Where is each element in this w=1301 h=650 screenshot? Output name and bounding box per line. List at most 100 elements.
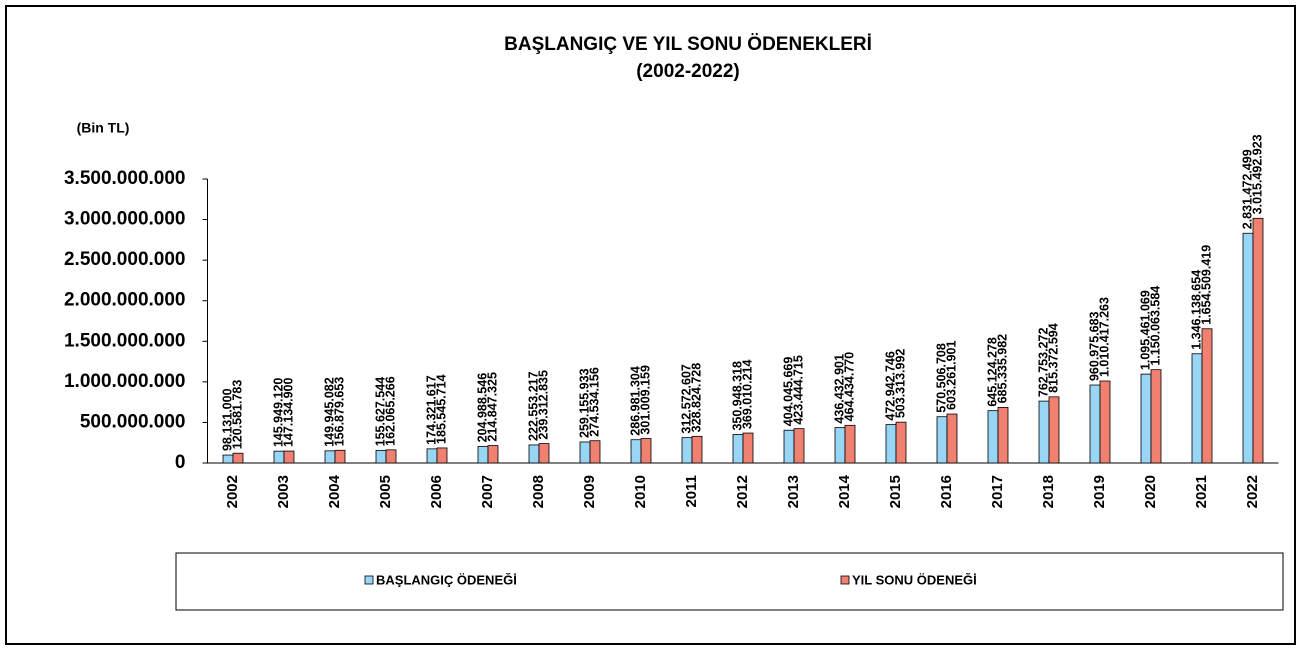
data-label: 222.553.217 xyxy=(526,371,540,441)
x-tick-label: 2006 xyxy=(428,475,445,508)
x-tick-label: 2018 xyxy=(1040,475,1057,508)
x-tick-label: 2003 xyxy=(275,475,292,508)
bar xyxy=(732,434,744,464)
x-tick-label: 2022 xyxy=(1244,475,1261,508)
x-tick-label: 2007 xyxy=(479,475,496,508)
bar xyxy=(487,445,499,464)
data-label: 162.065.266 xyxy=(383,376,397,446)
bar xyxy=(640,438,652,464)
x-tick-label: 2014 xyxy=(836,474,853,508)
x-tick-label: 2008 xyxy=(530,475,547,508)
data-label: 503.313.992 xyxy=(893,349,907,419)
x-tick-label: 2004 xyxy=(326,474,343,508)
bar xyxy=(946,413,958,464)
bar xyxy=(1242,232,1254,464)
bar xyxy=(1038,400,1050,464)
data-label: 1.010.417.263 xyxy=(1097,297,1111,377)
data-label: 1.095.461.069 xyxy=(1138,290,1152,370)
data-label: 214.847.325 xyxy=(485,372,499,442)
data-label: 2.831.472.499 xyxy=(1240,149,1254,229)
x-tick-label: 2021 xyxy=(1193,475,1210,508)
y-tick-label: 2.500.000.000 xyxy=(64,249,186,270)
data-label: 603.261.901 xyxy=(944,340,958,410)
bar xyxy=(1089,384,1101,464)
x-tick-label: 2009 xyxy=(581,475,598,508)
legend-swatch xyxy=(364,575,374,585)
data-label: 149.945.082 xyxy=(322,377,336,447)
frame xyxy=(5,5,1296,645)
bar xyxy=(426,448,438,464)
bar xyxy=(681,437,693,464)
data-label: 145.949.120 xyxy=(271,378,285,448)
bar xyxy=(793,428,805,464)
x-tick-label: 2016 xyxy=(938,475,955,508)
data-label: 423.444.715 xyxy=(791,355,805,425)
bar xyxy=(589,440,601,464)
y-axis-label: (Bin TL) xyxy=(77,120,130,136)
data-label: 274.534.156 xyxy=(587,367,601,437)
data-label: 762.753.272 xyxy=(1036,328,1050,398)
bar xyxy=(936,416,948,464)
bar xyxy=(579,441,591,464)
bar xyxy=(630,439,642,464)
data-label: 156.879.653 xyxy=(332,377,346,447)
x-tick-label: 2002 xyxy=(224,475,241,508)
chart-title: BAŞLANGIÇ VE YIL SONU ÖDENEKLERİ xyxy=(504,34,872,55)
chart-subtitle: (2002-2022) xyxy=(636,61,740,82)
bar xyxy=(375,449,387,464)
bar xyxy=(1048,396,1060,464)
x-tick-label: 2020 xyxy=(1142,475,1159,508)
bar xyxy=(895,421,907,464)
data-label: 286.981.304 xyxy=(628,366,642,436)
data-label: 301.009.159 xyxy=(638,365,652,435)
data-label: 120.581.783 xyxy=(230,380,244,450)
data-label: 3.015.492.923 xyxy=(1250,134,1264,214)
bar xyxy=(1201,328,1213,464)
x-tick-label: 2011 xyxy=(683,475,700,508)
x-tick-label: 2012 xyxy=(734,475,751,508)
data-label: 369.010.214 xyxy=(740,359,754,429)
bar xyxy=(1252,217,1264,464)
data-label: 960.975.683 xyxy=(1087,311,1101,381)
data-label: 815.372.594 xyxy=(1046,323,1060,393)
bar xyxy=(1150,369,1162,464)
bar xyxy=(997,406,1009,464)
x-tick-label: 2010 xyxy=(632,475,649,508)
bar xyxy=(324,450,336,464)
bar xyxy=(436,447,448,464)
y-tick-label: 2.000.000.000 xyxy=(64,290,186,311)
data-label: 98.131.000 xyxy=(220,388,234,451)
data-label: 685.335.982 xyxy=(995,334,1009,404)
bar xyxy=(232,452,244,464)
y-tick-label: 1.000.000.000 xyxy=(64,371,186,392)
data-label: 1.346.138.654 xyxy=(1189,270,1203,350)
data-label: 185.545.714 xyxy=(434,374,448,444)
bar xyxy=(885,424,897,464)
data-label: 350.948.318 xyxy=(730,361,744,431)
data-label: 472.942.746 xyxy=(883,351,897,421)
data-label: 1.150.063.584 xyxy=(1148,286,1162,366)
bar xyxy=(834,427,846,464)
bar xyxy=(742,432,754,464)
bar xyxy=(538,443,550,464)
bar xyxy=(1099,380,1111,464)
y-tick-label: 1.500.000.000 xyxy=(64,330,186,351)
bar xyxy=(283,450,295,464)
data-label: 570.506.708 xyxy=(934,343,948,413)
bar xyxy=(222,454,234,464)
legend-label: YIL SONU ÖDENEĞİ xyxy=(852,572,977,587)
data-label: 147.134.900 xyxy=(281,378,295,448)
x-tick-label: 2019 xyxy=(1091,475,1108,508)
bar xyxy=(691,435,703,464)
data-label: 328.824.728 xyxy=(689,363,703,433)
x-tick-label: 2005 xyxy=(377,475,394,508)
data-label: 464.434.770 xyxy=(842,352,856,422)
y-tick-label: 0 xyxy=(175,452,186,473)
data-label: 259.155.933 xyxy=(577,368,591,438)
bar xyxy=(273,450,285,464)
y-tick-label: 500.000.000 xyxy=(80,411,186,432)
bar xyxy=(844,424,856,464)
data-label: 204.988.546 xyxy=(475,373,489,443)
data-label: 645.124.278 xyxy=(985,337,999,407)
